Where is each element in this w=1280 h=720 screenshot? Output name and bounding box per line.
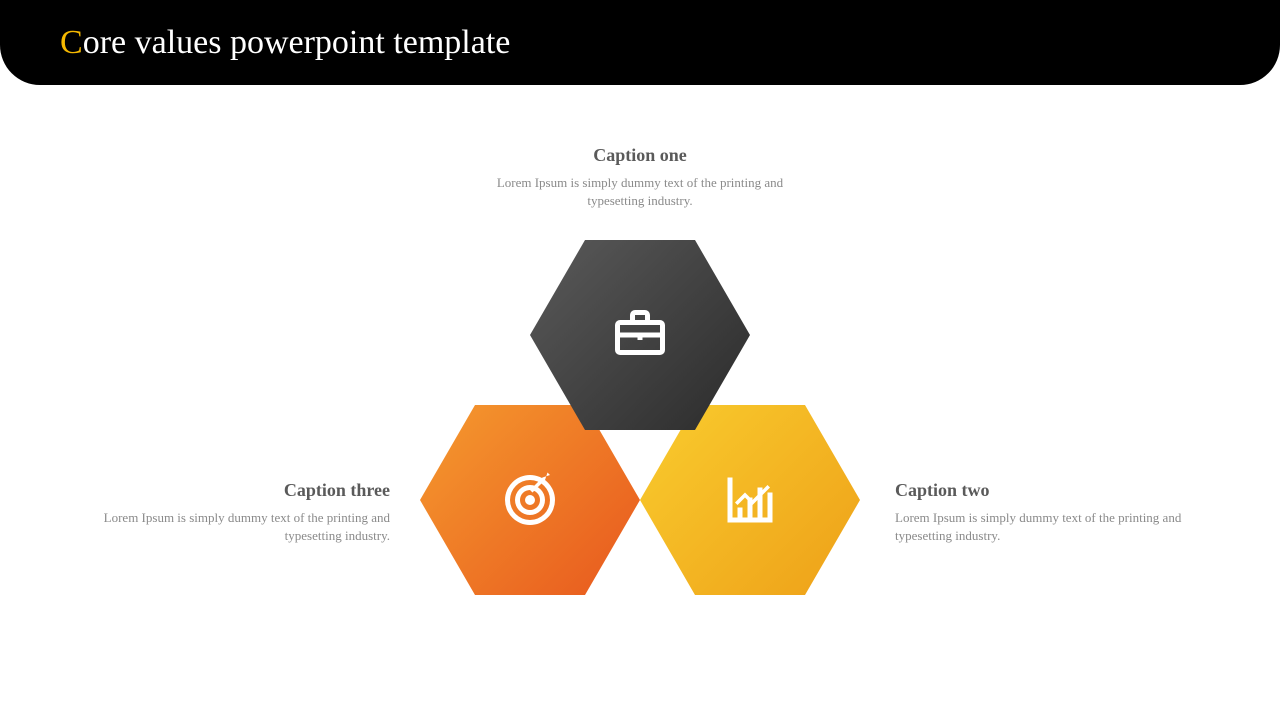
caption-three: Caption three Lorem Ipsum is simply dumm…	[90, 480, 390, 545]
caption-two-body: Lorem Ipsum is simply dummy text of the …	[895, 509, 1195, 545]
title-rest: ore values powerpoint template	[83, 24, 511, 61]
caption-one-title: Caption one	[490, 145, 790, 166]
briefcase-icon	[610, 305, 670, 365]
caption-three-title: Caption three	[90, 480, 390, 501]
caption-three-body: Lorem Ipsum is simply dummy text of the …	[90, 509, 390, 545]
caption-one-body: Lorem Ipsum is simply dummy text of the …	[490, 174, 790, 210]
hexagon-top	[530, 240, 750, 430]
caption-two: Caption two Lorem Ipsum is simply dummy …	[895, 480, 1195, 545]
hexagon-left	[420, 405, 640, 595]
hexagon-right	[640, 405, 860, 595]
caption-one: Caption one Lorem Ipsum is simply dummy …	[490, 145, 790, 210]
slide-header: Core values powerpoint template	[0, 0, 1280, 85]
title-accent-letter: C	[60, 24, 83, 61]
target-icon	[500, 470, 560, 530]
slide-title: Core values powerpoint template	[60, 24, 510, 62]
caption-two-title: Caption two	[895, 480, 1195, 501]
slide-content: Caption one Lorem Ipsum is simply dummy …	[0, 85, 1280, 720]
chart-icon	[720, 470, 780, 530]
